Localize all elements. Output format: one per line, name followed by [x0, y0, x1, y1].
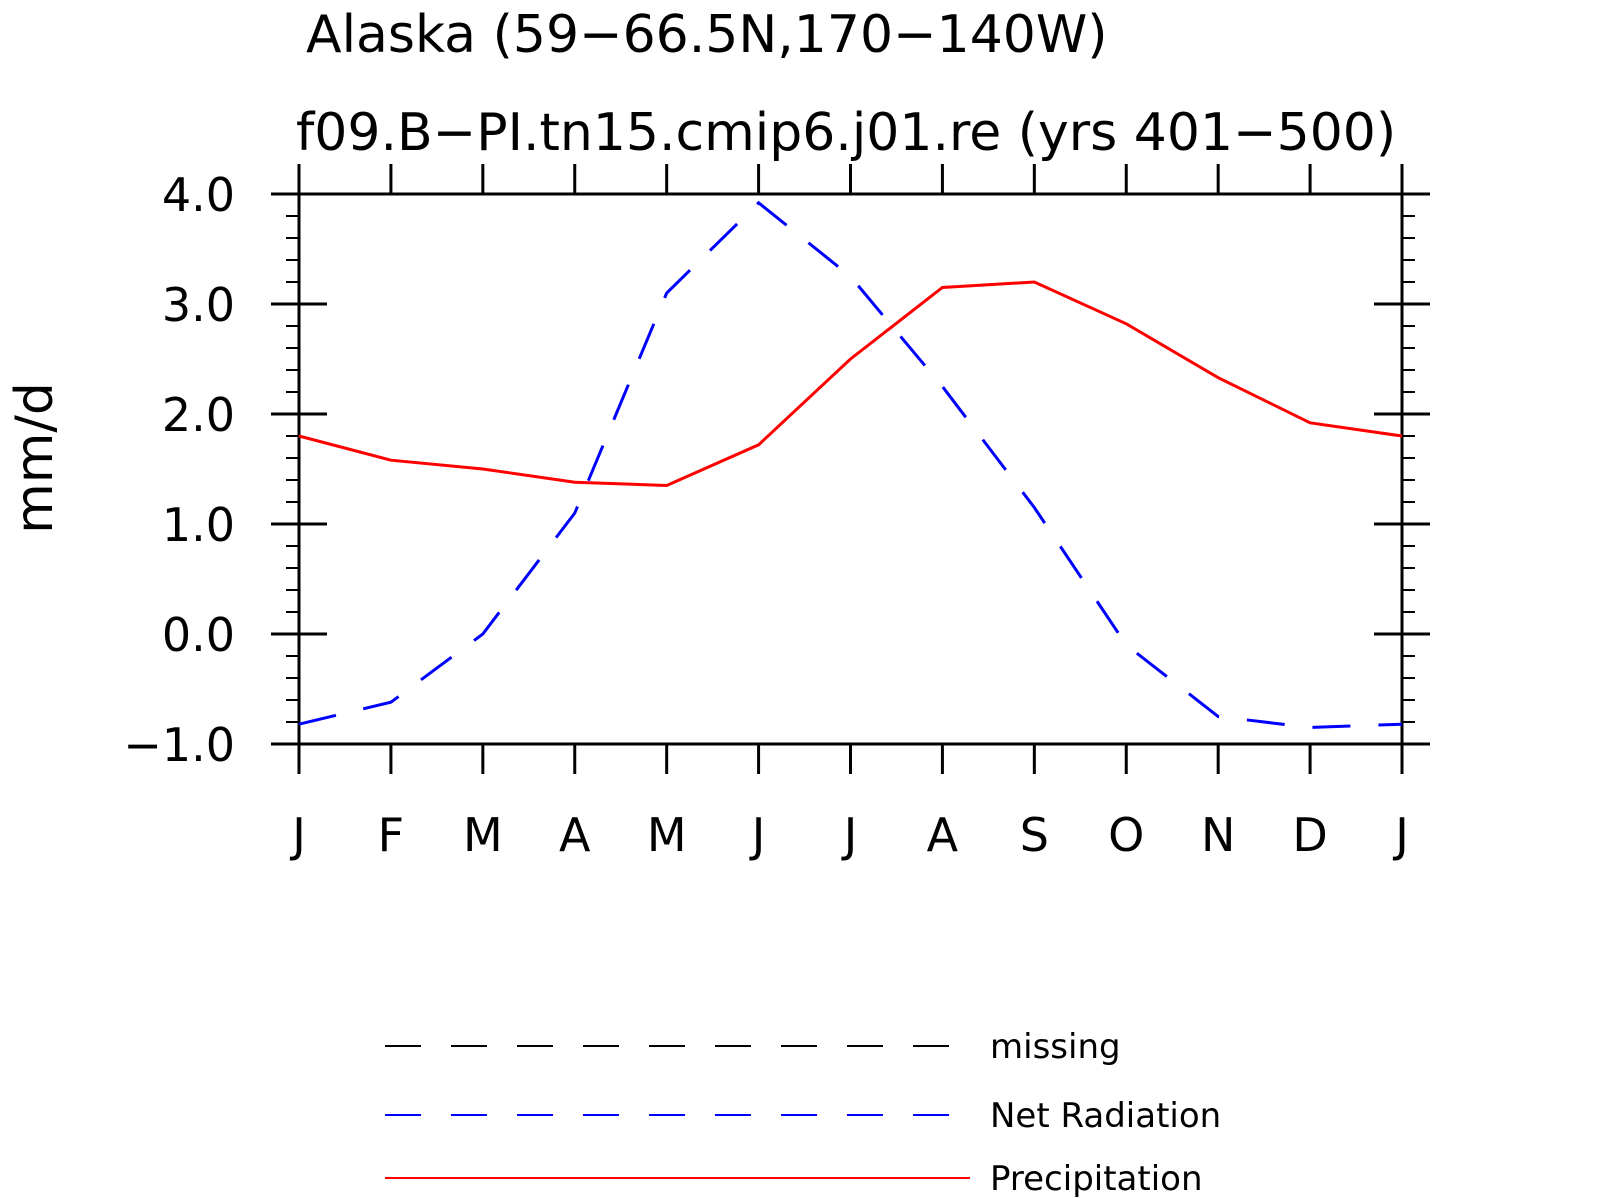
x-tick-label: A — [559, 808, 591, 862]
x-tick-label: J — [289, 808, 306, 862]
x-tick-label: O — [1108, 808, 1144, 862]
x-tick-label: M — [463, 808, 503, 862]
y-axis: 4.0 3.0 2.0 1.0 0.0 −1.0 — [123, 168, 1430, 772]
chart-title: Alaska (59−66.5N,170−140W) — [306, 5, 1108, 65]
legend-label-precipitation: Precipitation — [990, 1159, 1203, 1198]
x-tick-label: M — [647, 808, 687, 862]
y-tick-label: 3.0 — [162, 278, 235, 332]
plot-frame — [297, 192, 1404, 746]
x-tick-label: A — [927, 808, 959, 862]
y-axis-label: mm/d — [5, 382, 65, 534]
legend: missing Net Radiation Precipitation — [385, 1027, 1221, 1198]
series-line-net-radiation — [298, 200, 1403, 730]
x-tick-label: J — [841, 808, 858, 862]
legend-label-net-radiation: Net Radiation — [990, 1096, 1221, 1136]
y-tick-label: 1.0 — [162, 498, 235, 552]
series-lines — [298, 200, 1403, 730]
x-tick-label: S — [1020, 808, 1049, 862]
x-tick-label: J — [749, 808, 766, 862]
x-tick-label: F — [378, 808, 404, 862]
chart-subtitle: f09.B−PI.tn15.cmip6.j01.re (yrs 401−500) — [296, 103, 1396, 163]
x-tick-label: D — [1292, 808, 1327, 862]
x-tick-label: N — [1201, 808, 1235, 862]
y-tick-label: 2.0 — [162, 388, 235, 442]
y-tick-label: 4.0 — [162, 168, 235, 222]
y-tick-label: 0.0 — [162, 608, 235, 662]
series-line-precipitation — [298, 280, 1403, 488]
x-tick-label: J — [1392, 808, 1409, 862]
plot-border — [297, 192, 1404, 746]
y-tick-label: −1.0 — [123, 718, 235, 772]
legend-label-missing: missing — [990, 1027, 1121, 1067]
